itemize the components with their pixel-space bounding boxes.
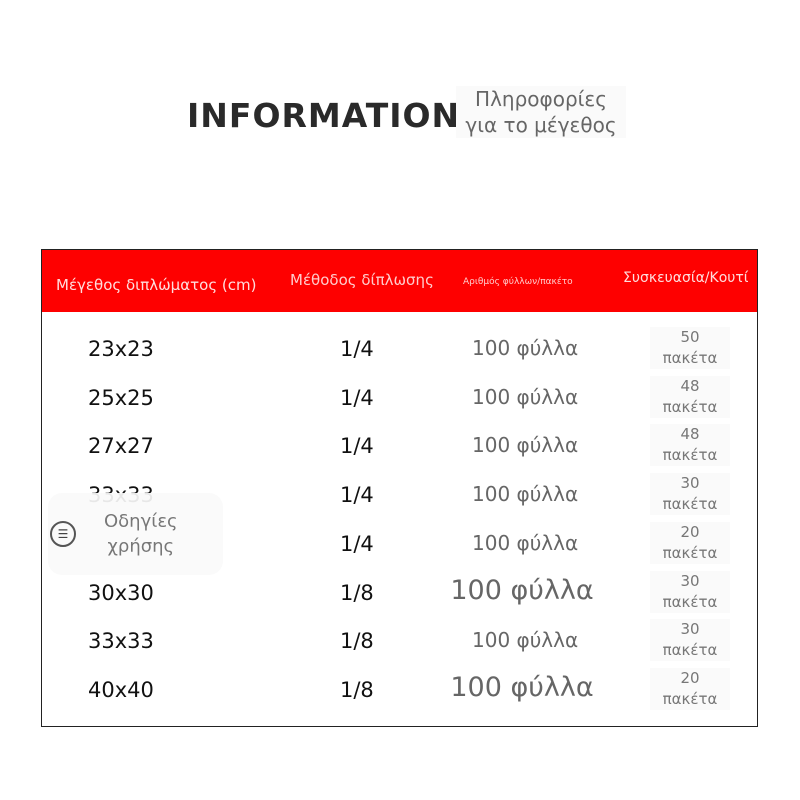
size-cell: 27x27: [88, 434, 154, 458]
table-row: 40x40 1/8 100 φύλλα 20 πακέτα: [42, 668, 757, 717]
pack-number: 30: [680, 572, 700, 590]
pack-number: 30: [680, 620, 700, 638]
page-title: INFORMATION: [187, 96, 461, 135]
table-row: 27x27 1/4 100 φύλλα 48 πακέτα: [42, 424, 757, 473]
list-icon: ☰: [50, 521, 76, 547]
pack-number: 48: [680, 425, 700, 443]
guide-label: χρήσης: [107, 536, 175, 557]
column-header-sheets: Αριθμός φύλλων/πακέτο: [463, 277, 573, 287]
page-subtitle: Πληροφορίες για το μέγεθος: [456, 86, 626, 138]
pack-cell: 30 πακέτα: [650, 473, 730, 515]
size-cell: 23x23: [88, 337, 154, 361]
size-table: 23x23 1/4 100 φύλλα 50 πακέτα 25x25 1/4 10…: [41, 249, 758, 727]
size-cell: 30x30: [88, 581, 154, 605]
sheets-cell: 100 φύλλα: [472, 385, 579, 409]
pack-number: 20: [680, 523, 700, 541]
pack-number: 20: [680, 669, 700, 687]
fold-cell: 1/4: [340, 483, 374, 507]
pack-number: 30: [680, 474, 700, 492]
table-header: [42, 250, 757, 312]
fold-cell: 1/4: [340, 337, 374, 361]
column-header-pack: Συσκευασία/Κουτί: [623, 270, 749, 286]
table-row: 23x23 1/4 100 φύλλα 50 πακέτα: [42, 327, 757, 376]
pack-cell: 48 πακέτα: [650, 424, 730, 466]
pack-unit: πακέτα: [662, 593, 718, 611]
usage-guide-button[interactable]: ☰ Οδηγίες χρήσης: [48, 493, 223, 575]
pack-unit: πακέτα: [662, 495, 718, 513]
sheets-cell: 100 φύλλα: [472, 482, 579, 506]
pack-cell: 50 πακέτα: [650, 327, 730, 369]
pack-unit: πακέτα: [662, 398, 718, 416]
fold-cell: 1/4: [340, 434, 374, 458]
pack-unit: πακέτα: [662, 690, 718, 708]
sheets-cell: 100 φύλλα: [472, 628, 579, 652]
table-row: 30x30 1/8 100 φύλλα 30 πακέτα: [42, 571, 757, 620]
fold-cell: 1/8: [340, 581, 374, 605]
subtitle-line: Πληροφορίες: [475, 87, 607, 111]
subtitle-line: για το μέγεθος: [465, 113, 617, 137]
pack-cell: 48 πακέτα: [650, 376, 730, 418]
size-cell: 40x40: [88, 678, 154, 702]
pack-number: 50: [680, 328, 700, 346]
table-row: 25x25 1/4 100 φύλλα 48 πακέτα: [42, 376, 757, 425]
guide-label: Οδηγίες: [104, 511, 178, 532]
sheets-cell: 100 φύλλα: [472, 531, 579, 555]
fold-cell: 1/4: [340, 532, 374, 556]
size-cell: 25x25: [88, 386, 154, 410]
table-row: 33x33 1/8 100 φύλλα 30 πακέτα: [42, 619, 757, 668]
pack-unit: πακέτα: [662, 446, 718, 464]
column-header-fold: Μέθοδος δίπλωσης: [290, 271, 434, 289]
fold-cell: 1/8: [340, 629, 374, 653]
pack-cell: 30 πακέτα: [650, 571, 730, 613]
table-row: 1/4 100 φύλλα 20 πακέτα: [42, 522, 757, 571]
pack-unit: πακέτα: [662, 641, 718, 659]
pack-cell: 30 πακέτα: [650, 619, 730, 661]
sheets-cell: 100 φύλλα: [472, 336, 579, 360]
sheets-cell: 100 φύλλα: [472, 433, 579, 457]
sheets-cell: 100 φύλλα: [450, 575, 594, 606]
column-header-size: Μέγεθος διπλώματος (cm): [56, 276, 257, 294]
pack-unit: πακέτα: [662, 544, 718, 562]
pack-unit: πακέτα: [662, 349, 718, 367]
sheets-cell: 100 φύλλα: [450, 672, 594, 703]
fold-cell: 1/4: [340, 386, 374, 410]
pack-number: 48: [680, 377, 700, 395]
pack-cell: 20 πακέτα: [650, 522, 730, 564]
fold-cell: 1/8: [340, 678, 374, 702]
pack-cell: 20 πακέτα: [650, 668, 730, 710]
size-cell: 33x33: [88, 629, 154, 653]
